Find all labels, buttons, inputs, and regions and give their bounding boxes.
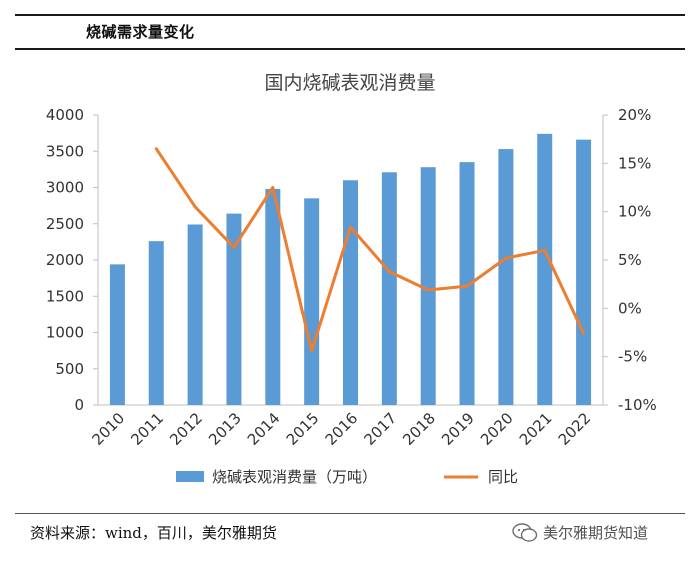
right-tick-label: 0% <box>618 299 642 317</box>
header-bottom-rule <box>15 48 685 50</box>
watermark-text: 美尔雅期货知道 <box>543 524 649 542</box>
x-tick-label: 2022 <box>555 409 595 449</box>
bar-2017 <box>381 172 397 405</box>
bar-2010 <box>109 264 125 405</box>
point-yoy-2022 <box>583 332 585 334</box>
chart-title: 国内烧碱表观消费量 <box>264 72 435 94</box>
chart: 国内烧碱表观消费量 0 500 1000 1500 2000 2500 3000 3500 40… <box>46 72 657 486</box>
x-tick-label: 2019 <box>438 409 478 449</box>
x-tick-label: 2010 <box>89 409 129 449</box>
point-yoy-2017 <box>388 271 390 273</box>
x-tick-label: 2020 <box>477 409 517 449</box>
left-tick-label: 1500 <box>46 287 84 305</box>
legend-swatch-consumption <box>176 471 204 482</box>
left-tick-label: 1000 <box>46 324 84 342</box>
left-tick-label: 3500 <box>46 142 84 160</box>
bar-2012 <box>187 224 203 405</box>
x-tick-label: 2011 <box>127 409 167 449</box>
point-yoy-2021 <box>544 249 546 251</box>
x-tick-label: 2013 <box>205 409 245 449</box>
point-yoy-2020 <box>505 257 507 259</box>
x-tick-label: 2014 <box>244 409 284 449</box>
x-tick-label: 2015 <box>283 409 323 449</box>
point-yoy-2018 <box>427 289 429 291</box>
bar-2011 <box>148 241 164 405</box>
right-tick-label: -5% <box>618 348 647 366</box>
point-yoy-2019 <box>466 285 468 287</box>
left-tick-label: 2500 <box>46 215 84 233</box>
left-tick-label: 4000 <box>46 106 84 124</box>
bar-2022 <box>576 139 592 405</box>
bar-2018 <box>420 167 436 405</box>
legend-label-consumption: 烧碱表观消费量（万吨） <box>212 468 377 486</box>
bar-2020 <box>498 149 514 405</box>
x-tick-label: 2021 <box>516 409 556 449</box>
right-tick-label: 20% <box>618 106 651 124</box>
point-yoy-2012 <box>194 206 196 208</box>
bar-2016 <box>343 180 358 405</box>
right-tick-label: 15% <box>618 154 651 172</box>
footer-rule <box>15 513 685 514</box>
bar-2021 <box>537 133 553 405</box>
line-series-yoy <box>154 147 586 353</box>
bar-2019 <box>459 162 475 405</box>
right-tick-label: -10% <box>618 396 657 414</box>
point-yoy-2015 <box>311 350 313 352</box>
legend-label-yoy: 同比 <box>488 468 518 486</box>
source-note: 资料来源：wind，百川，美尔雅期货 <box>30 524 277 542</box>
left-tick-label: 2000 <box>46 251 84 269</box>
point-yoy-2016 <box>350 226 351 228</box>
x-tick-label: 2016 <box>322 409 362 449</box>
bar-2015 <box>304 198 320 405</box>
point-yoy-2011 <box>155 148 157 150</box>
x-tick-label: 2012 <box>166 409 206 449</box>
header-top-rule <box>15 14 685 16</box>
section-title: 烧碱需求量变化 <box>86 23 195 41</box>
right-tick-label: 5% <box>618 251 642 269</box>
bar-2013 <box>226 213 242 405</box>
x-tick-label: 2018 <box>399 409 439 449</box>
right-tick-label: 10% <box>618 203 651 221</box>
bar-2014 <box>265 188 281 405</box>
point-yoy-2013 <box>233 246 235 248</box>
left-tick-label: 500 <box>55 360 84 378</box>
watermark: 美尔雅期货知道 <box>512 522 648 543</box>
left-tick-label: 0 <box>74 396 84 414</box>
left-tick-label: 3000 <box>46 179 84 197</box>
x-tick-label: 2017 <box>360 409 400 449</box>
wechat-icon <box>512 522 538 542</box>
point-yoy-2014 <box>272 187 274 188</box>
